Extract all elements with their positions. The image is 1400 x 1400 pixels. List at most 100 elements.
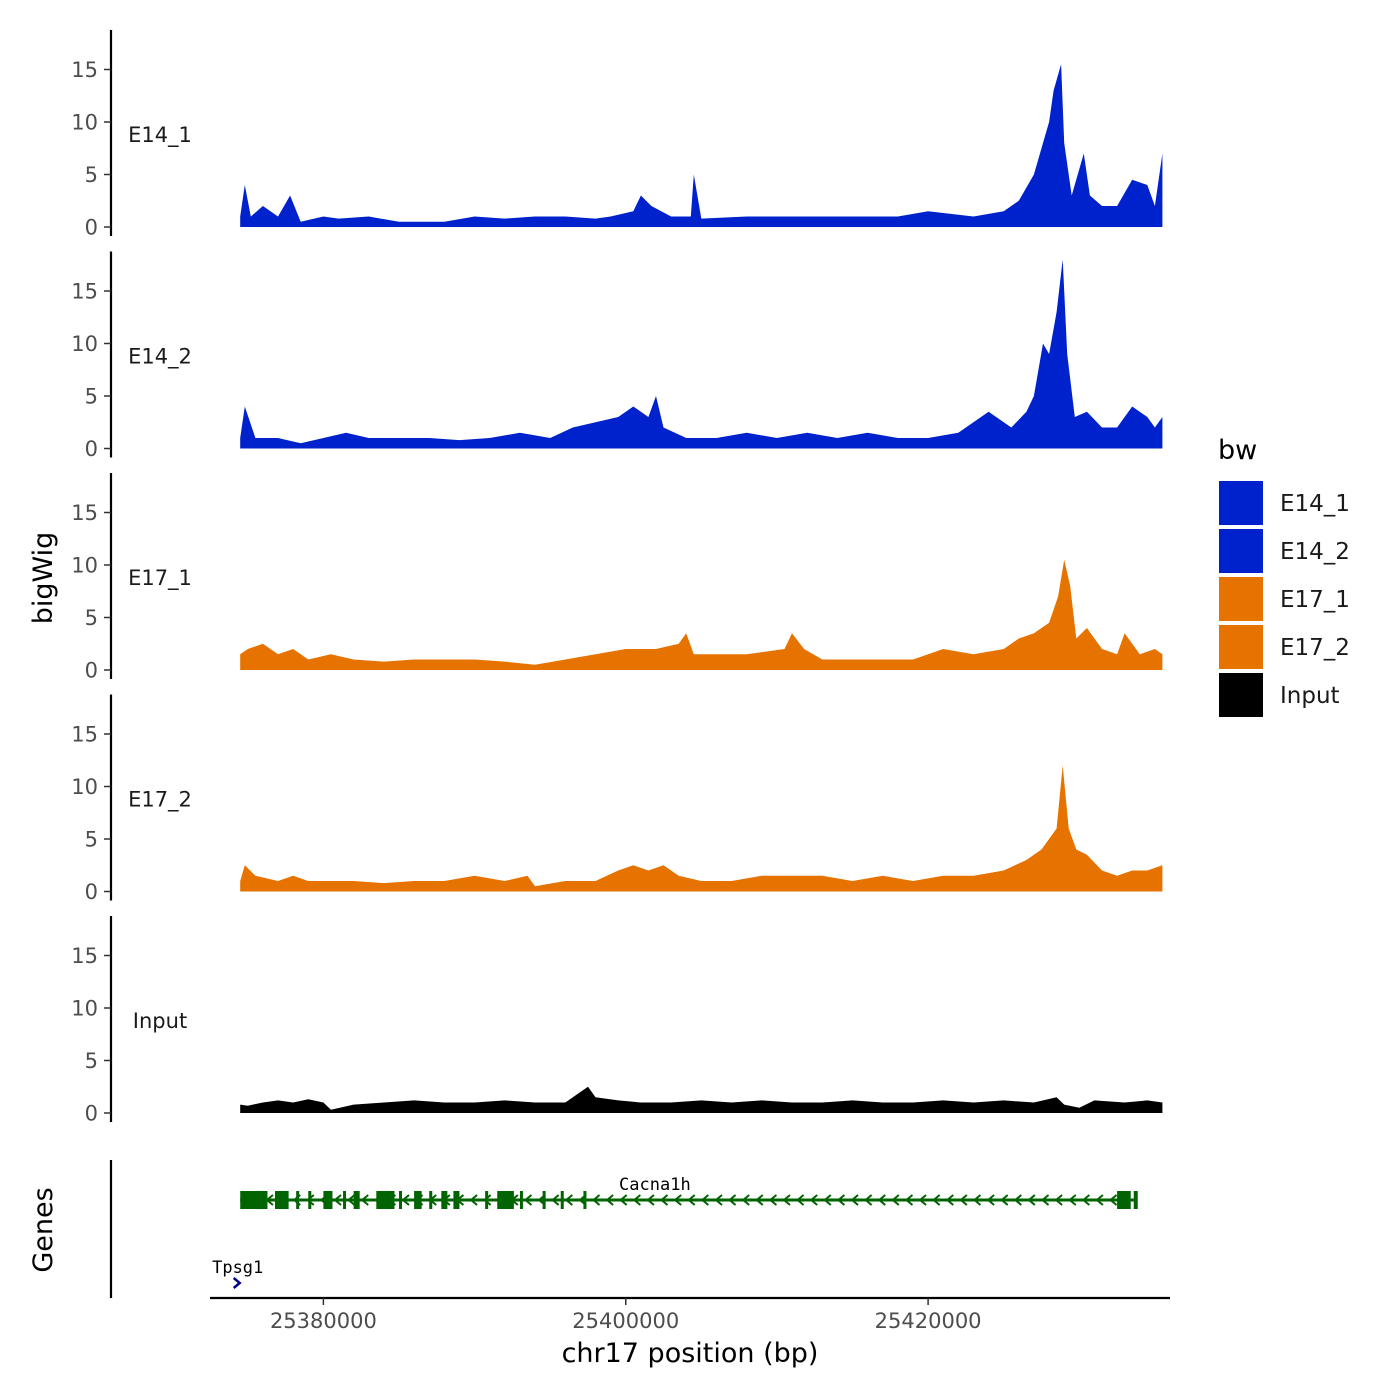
strand-arrow — [959, 1194, 968, 1206]
y-tick-label: 0 — [85, 880, 98, 904]
y-tick-label: 10 — [71, 775, 98, 799]
strand-arrow — [904, 1194, 914, 1206]
strand-arrow — [469, 1194, 478, 1206]
strand-arrow — [1040, 1194, 1050, 1206]
strand-arrow — [1054, 1194, 1063, 1206]
strand-arrow — [360, 1194, 369, 1206]
y-tick-label: 0 — [85, 437, 98, 461]
exon-block — [323, 1191, 333, 1209]
legend-title: bw — [1218, 435, 1257, 466]
strand-arrow — [809, 1194, 818, 1206]
y-tick-label: 15 — [71, 723, 98, 747]
exon-block — [519, 1191, 523, 1209]
strand-arrow — [659, 1194, 669, 1206]
strand-arrow — [755, 1194, 764, 1206]
track-E14_1: 0 5 10 15 E14_1 — [71, 30, 1163, 240]
exon-block — [343, 1191, 347, 1209]
legend-key-E14_2 — [1217, 527, 1265, 575]
exon-block — [240, 1191, 268, 1209]
strand-arrow — [796, 1194, 805, 1206]
y-tick-label: 0 — [85, 1102, 98, 1126]
track-label: E17_1 — [128, 566, 192, 591]
gene-label: Tpsg1 — [212, 1258, 263, 1278]
exon-block — [376, 1191, 395, 1209]
gene-Tpsg1: Tpsg1 — [212, 1258, 263, 1289]
exon-block — [1117, 1191, 1131, 1209]
x-tick-label: 25400000 — [572, 1309, 679, 1333]
strand-arrow — [306, 1194, 315, 1206]
x-axis: 25380000 25400000 25420000 — [210, 1296, 1170, 1333]
strand-arrow — [551, 1194, 560, 1206]
track-label: Input — [133, 1009, 187, 1033]
strand-arrow — [945, 1194, 954, 1206]
track-E17_2: 0 5 10 15 E17_2 — [71, 694, 1163, 904]
strand-arrow — [333, 1194, 342, 1206]
strand-arrow — [972, 1194, 982, 1206]
strand-arrow — [632, 1194, 641, 1206]
exon-block — [497, 1191, 514, 1209]
strand-arrow — [850, 1194, 859, 1206]
strand-arrow — [232, 1277, 242, 1289]
strand-arrow — [1108, 1194, 1118, 1206]
genes-panel: Cacna1h Tpsg1 — [109, 1160, 1138, 1298]
strand-arrow — [483, 1194, 492, 1206]
exon-block — [542, 1191, 546, 1209]
legend-label: E17_1 — [1280, 587, 1350, 613]
exon-block — [398, 1191, 402, 1209]
y-tick-label: 10 — [71, 997, 98, 1021]
y-tick-label: 10 — [71, 111, 98, 135]
y-axis-title: bigWig — [28, 532, 59, 625]
track-E14_2: 0 5 10 15 E14_2 — [71, 251, 1163, 461]
series-area-E17_1 — [240, 559, 1163, 670]
track-panels: 0 5 10 15 E14_1 0 5 10 15 E14_2 0 5 10 15 E17_1 0 5 10 15 E… — [71, 30, 1163, 1126]
strand-arrow — [687, 1194, 696, 1206]
exon-block — [414, 1191, 422, 1209]
strand-arrow — [986, 1194, 995, 1206]
legend-label: E14_1 — [1280, 491, 1350, 517]
series-area-E14_1 — [240, 64, 1163, 227]
series-area-E14_2 — [240, 259, 1163, 449]
gene-label: Cacna1h — [619, 1175, 691, 1195]
strand-arrow — [673, 1194, 682, 1206]
exon-block — [583, 1191, 587, 1209]
legend-key-E17_2 — [1217, 623, 1265, 671]
exon-block — [353, 1191, 360, 1209]
strand-arrow — [714, 1194, 723, 1206]
strand-arrow — [782, 1194, 791, 1206]
strand-arrow — [891, 1194, 900, 1206]
strand-arrow — [877, 1194, 886, 1206]
strand-arrow — [1013, 1194, 1022, 1206]
strand-arrow — [591, 1194, 601, 1206]
series-area-E17_2 — [240, 765, 1163, 892]
exon-block — [560, 1191, 564, 1209]
y-tick-label: 5 — [85, 1049, 98, 1073]
legend-key-E17_1 — [1217, 575, 1265, 623]
gene-Cacna1h: Cacna1h — [240, 1175, 1138, 1209]
y-tick-label: 10 — [71, 554, 98, 578]
y-tick-label: 5 — [85, 606, 98, 630]
y-tick-label: 15 — [71, 501, 98, 525]
strand-arrow — [646, 1194, 655, 1206]
strand-arrow — [918, 1194, 927, 1206]
strand-arrow — [768, 1194, 778, 1206]
legend-label: E14_2 — [1280, 539, 1350, 565]
strand-arrow — [347, 1194, 356, 1206]
y-tick-label: 15 — [71, 58, 98, 82]
y-tick-label: 0 — [85, 659, 98, 683]
y-tick-label: 5 — [85, 828, 98, 852]
strand-arrow — [564, 1194, 573, 1206]
y-tick-label: 5 — [85, 385, 98, 409]
strand-arrow — [619, 1194, 628, 1206]
legend: bw E14_1 E14_2 E17_1 E17_2 Input — [1217, 435, 1350, 719]
y-tick-label: 15 — [71, 944, 98, 968]
strand-arrow — [700, 1194, 710, 1206]
x-axis-title: chr17 position (bp) — [562, 1338, 819, 1369]
genes-axis-title: Genes — [28, 1187, 59, 1272]
strand-arrow — [1068, 1194, 1077, 1206]
series-area-Input — [240, 1086, 1163, 1113]
strand-arrow — [728, 1194, 737, 1206]
exon-block — [485, 1191, 489, 1209]
exon-block — [1133, 1191, 1138, 1209]
exon-block — [308, 1191, 312, 1209]
